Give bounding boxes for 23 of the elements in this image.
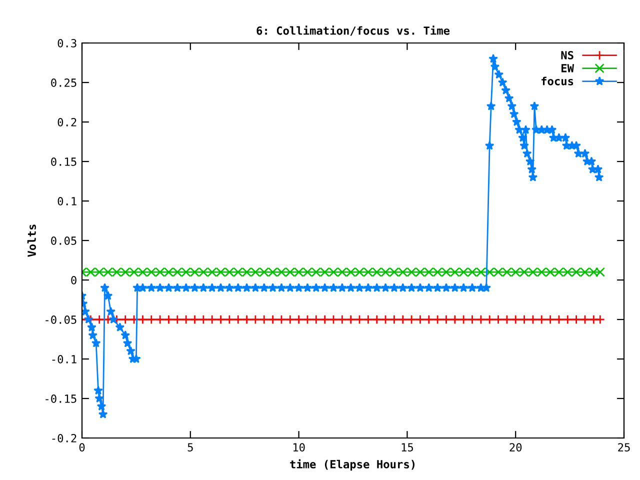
- x-axis-title: time (Elapse Hours): [290, 459, 414, 471]
- x-tick-label: 20: [510, 443, 522, 452]
- y-tick-label: -0.2: [52, 434, 76, 442]
- legend-label: focus: [542, 76, 574, 86]
- y-tick-label: 0.3: [58, 39, 76, 48]
- legend-label: NS: [561, 50, 574, 60]
- y-tick-label: 0: [71, 276, 76, 284]
- x-tick-label: 5: [188, 443, 193, 452]
- x-tick-label: 10: [293, 443, 305, 452]
- y-tick-label: 0.25: [51, 78, 76, 87]
- y-tick-label: -0.1: [52, 355, 76, 364]
- chart-title: 6: Collimation/focus vs. Time: [256, 26, 450, 36]
- x-tick-label: 0: [79, 443, 85, 452]
- y-tick-label: 0.2: [58, 118, 76, 126]
- y-axis-title: Volts: [27, 224, 36, 257]
- legend-label: EW: [562, 64, 574, 72]
- y-tick-label: 0.05: [51, 236, 76, 245]
- y-tick-label: -0.15: [46, 394, 76, 403]
- y-tick-label: 0.1: [58, 197, 76, 206]
- y-tick-label: 0.15: [51, 158, 76, 166]
- y-tick-label: -0.05: [46, 316, 76, 324]
- x-tick-label: 15: [402, 443, 413, 452]
- x-tick-label: 25: [618, 443, 630, 452]
